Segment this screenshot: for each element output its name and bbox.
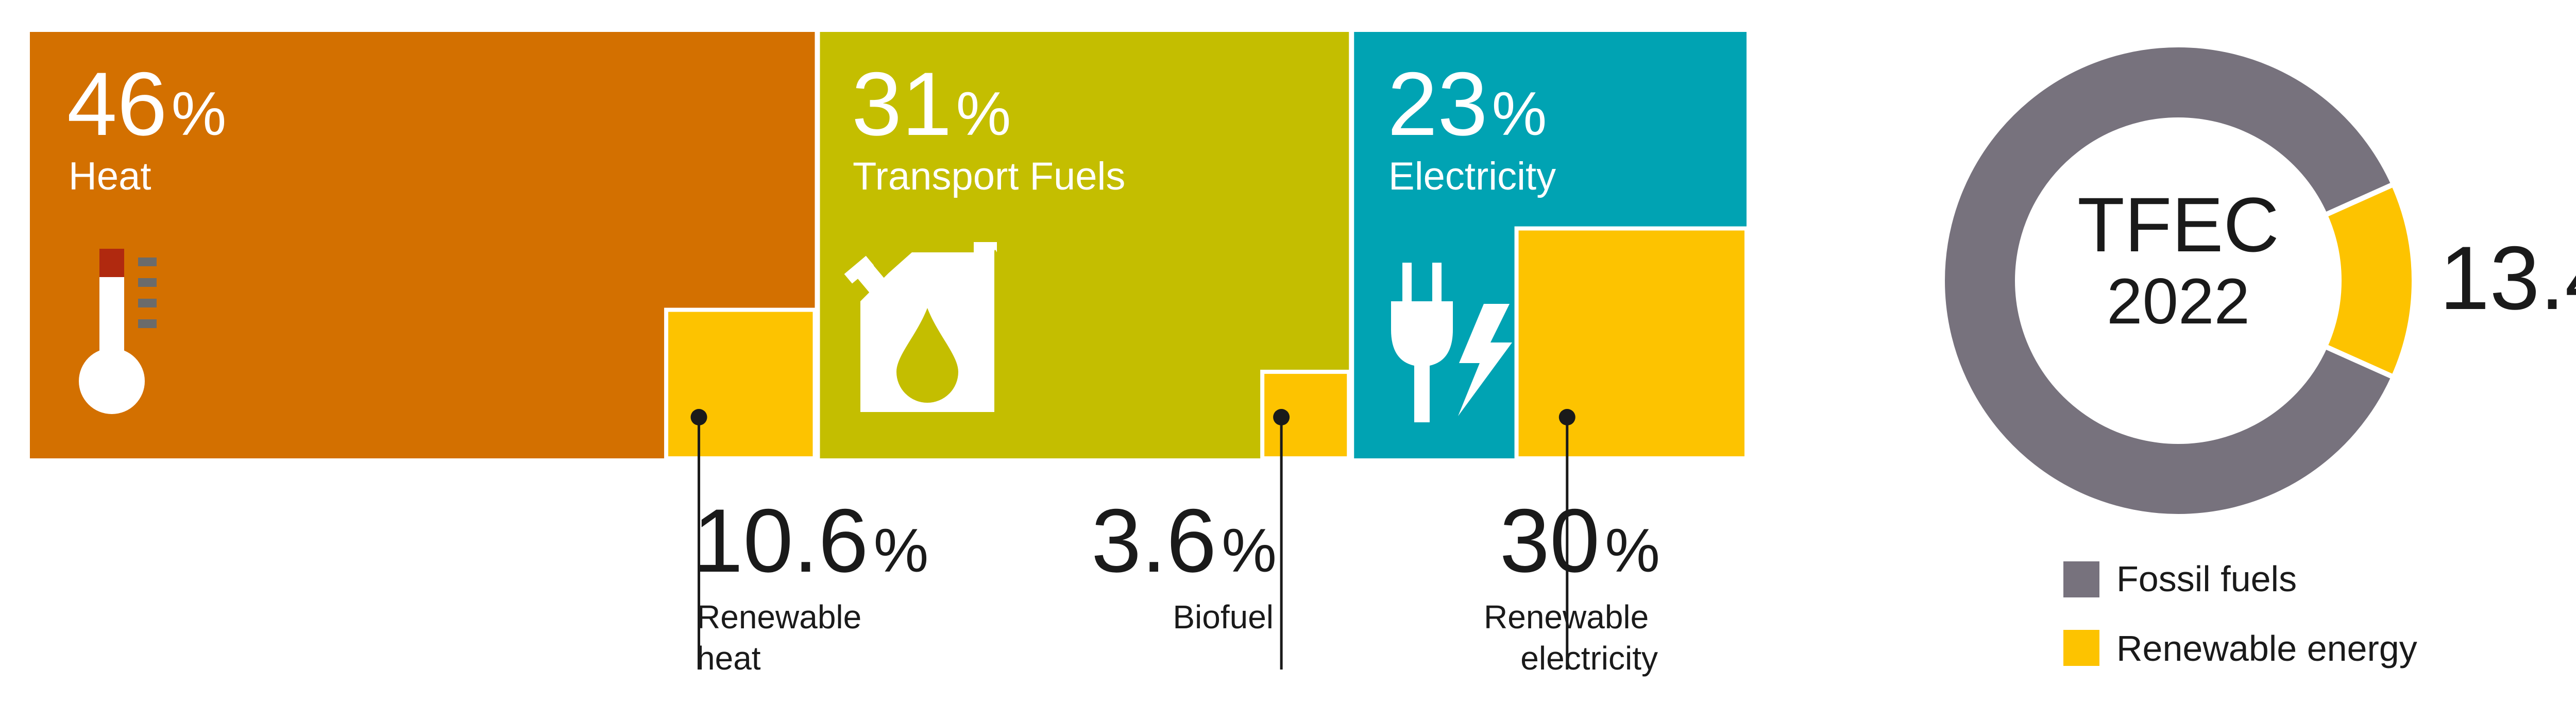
category-label-heat: Heat <box>69 155 151 198</box>
donut-legend: Fossil fuels Renewable energy <box>2063 559 2417 668</box>
renewable-number-biofuel: 3.6 <box>1091 491 1216 591</box>
unit-heat: % <box>172 79 227 148</box>
value-label-heat: 46% <box>67 54 226 155</box>
category-label-transport-fuels: Transport Fuels <box>853 155 1125 198</box>
renewable-label-heat: Renewable heat <box>697 598 871 677</box>
renewable-number-heat: 10.6 <box>693 491 869 591</box>
donut-center-title: TFEC <box>2077 181 2279 268</box>
donut-slice-fossil-fuels <box>1939 42 2397 519</box>
renewable-box-biofuel <box>1260 369 1351 460</box>
sector-bar-chart: 46% Heat 31% Transport Fuels 23% Electri… <box>30 32 1749 677</box>
renewable-number-electricity: 30 <box>1500 491 1600 591</box>
renewable-label-electricity: Renewable electricity <box>1484 598 1658 677</box>
renewable-label-heat-line1: Renewable <box>697 598 861 636</box>
renewable-value-biofuel: 3.6% <box>1091 491 1277 591</box>
leader-dot-biofuel <box>1273 409 1290 425</box>
donut-value-label-renewable: 13.4% <box>2439 228 2576 329</box>
value-number-transport-fuels: 31 <box>852 54 952 155</box>
donut-slice-renewable-energy <box>2321 181 2417 381</box>
plug-lightning-icon <box>1391 263 1512 422</box>
renewable-value-heat: 10.6% <box>693 491 928 591</box>
unit-electricity: % <box>1492 79 1547 148</box>
renewable-label-electricity-line2: electricity <box>1520 640 1658 677</box>
legend-swatch-fossil-fuels <box>2063 561 2099 597</box>
legend-label-renewable-energy: Renewable energy <box>2116 628 2417 668</box>
renewable-value-electricity: 30% <box>1500 491 1660 591</box>
renewable-box-electricity <box>1514 226 1749 460</box>
donut-center-year: 2022 <box>2107 266 2250 337</box>
renewable-label-electricity-line1: Renewable <box>1484 598 1649 636</box>
leader-dot-electricity <box>1558 409 1575 425</box>
category-label-electricity: Electricity <box>1388 155 1556 198</box>
renewable-box-heat <box>664 307 817 460</box>
thermometer-icon <box>79 249 157 414</box>
value-number-heat: 46 <box>67 54 167 155</box>
renewable-unit-heat: % <box>874 516 929 585</box>
donut-renewable-number: 13.4 <box>2439 228 2576 329</box>
value-label-electricity: 23% <box>1387 54 1547 155</box>
legend-label-fossil-fuels: Fossil fuels <box>2116 559 2297 599</box>
tfec-donut-chart: TFEC 2022 13.4% Fossil fuels Renewable e… <box>1939 42 2576 668</box>
value-label-transport-fuels: 31% <box>852 54 1011 155</box>
leader-dot-heat <box>690 409 707 425</box>
legend-swatch-renewable-energy <box>2063 630 2099 666</box>
fuel-canister-icon <box>844 242 997 412</box>
renewable-unit-biofuel: % <box>1222 516 1277 585</box>
renewable-label-biofuel: Biofuel <box>1173 598 1274 636</box>
value-number-electricity: 23 <box>1387 54 1488 155</box>
unit-transport-fuels: % <box>956 79 1011 148</box>
renewable-label-heat-line2: heat <box>697 640 761 677</box>
renewable-unit-electricity: % <box>1605 516 1660 585</box>
